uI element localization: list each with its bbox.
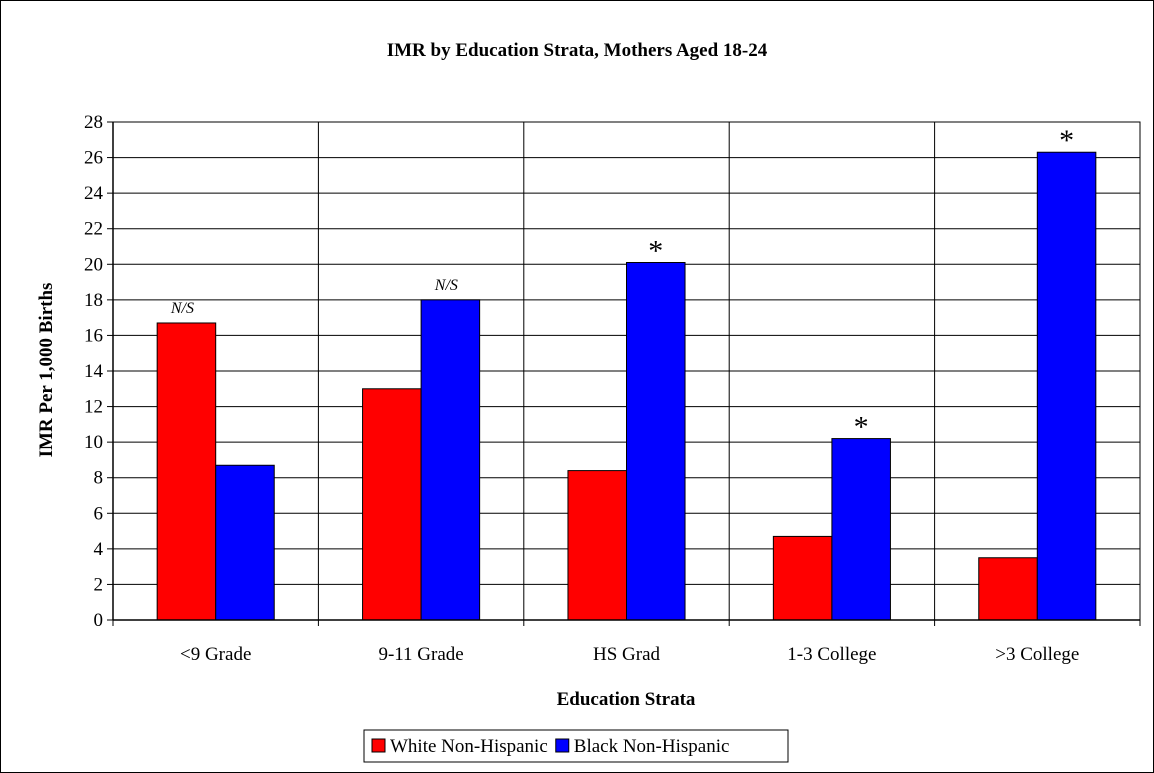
y-tick-label: 24 xyxy=(84,183,104,204)
y-tick-label: 10 xyxy=(84,432,103,453)
legend-box xyxy=(363,729,789,763)
y-tick-label: 4 xyxy=(94,539,104,560)
y-tick-label: 16 xyxy=(84,325,103,346)
not-significant-marker: N/S xyxy=(170,300,194,317)
y-tick-label: 18 xyxy=(84,290,103,311)
y-tick-label: 6 xyxy=(94,503,104,524)
bar xyxy=(831,438,891,621)
significance-marker: * xyxy=(648,235,663,268)
x-category-label: 9-11 Grade xyxy=(378,644,463,665)
legend: White Non-Hispanic Black Non-Hispanic xyxy=(363,729,789,763)
bar xyxy=(626,262,686,621)
bar xyxy=(1036,151,1097,621)
legend-swatch xyxy=(555,738,570,753)
legend-entry: Black Non-Hispanic xyxy=(574,736,730,757)
y-tick-label: 12 xyxy=(84,397,103,418)
bar xyxy=(772,535,833,621)
x-category-label: >3 College xyxy=(995,644,1079,665)
bar xyxy=(420,299,481,621)
x-axis-label: Education Strata xyxy=(557,689,696,710)
y-tick-label: 14 xyxy=(84,361,104,382)
bars xyxy=(156,151,1097,621)
x-category-label: 1-3 College xyxy=(787,644,876,665)
legend-swatch xyxy=(371,738,386,753)
x-category-label: HS Grad xyxy=(593,644,661,665)
bar xyxy=(362,388,422,621)
bar xyxy=(978,557,1038,621)
annotations: N/S N/S * * * xyxy=(170,124,1074,443)
x-category-label: <9 Grade xyxy=(180,644,251,665)
axes xyxy=(107,121,1141,626)
not-significant-marker: N/S xyxy=(434,277,458,294)
bar xyxy=(156,322,217,621)
y-tick-label: 0 xyxy=(94,610,104,631)
y-tick-label: 8 xyxy=(94,468,104,489)
x-category-labels: <9 Grade 9-11 Grade HS Grad 1-3 College >3 C… xyxy=(180,644,1079,665)
y-tick-label: 28 xyxy=(84,112,103,133)
y-tick-label: 26 xyxy=(84,148,103,169)
y-tick-label: 20 xyxy=(84,254,103,275)
bar xyxy=(567,470,627,621)
y-axis-label: IMR Per 1,000 Births xyxy=(36,283,57,458)
significance-marker: * xyxy=(854,411,869,444)
y-tick-label: 2 xyxy=(94,574,104,595)
y-tick-label: 22 xyxy=(84,219,103,240)
chart-title: IMR by Education Strata, Mothers Aged 18… xyxy=(387,40,768,61)
legend-entry: White Non-Hispanic xyxy=(390,736,548,757)
significance-marker: * xyxy=(1059,124,1074,157)
bar xyxy=(215,464,275,621)
